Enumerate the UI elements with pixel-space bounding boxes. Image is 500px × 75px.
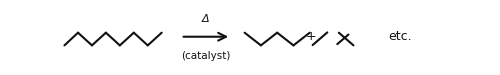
Text: (catalyst): (catalyst)	[181, 51, 230, 61]
Text: Δ: Δ	[202, 14, 209, 24]
Text: etc.: etc.	[388, 30, 411, 43]
Text: +: +	[305, 30, 316, 43]
